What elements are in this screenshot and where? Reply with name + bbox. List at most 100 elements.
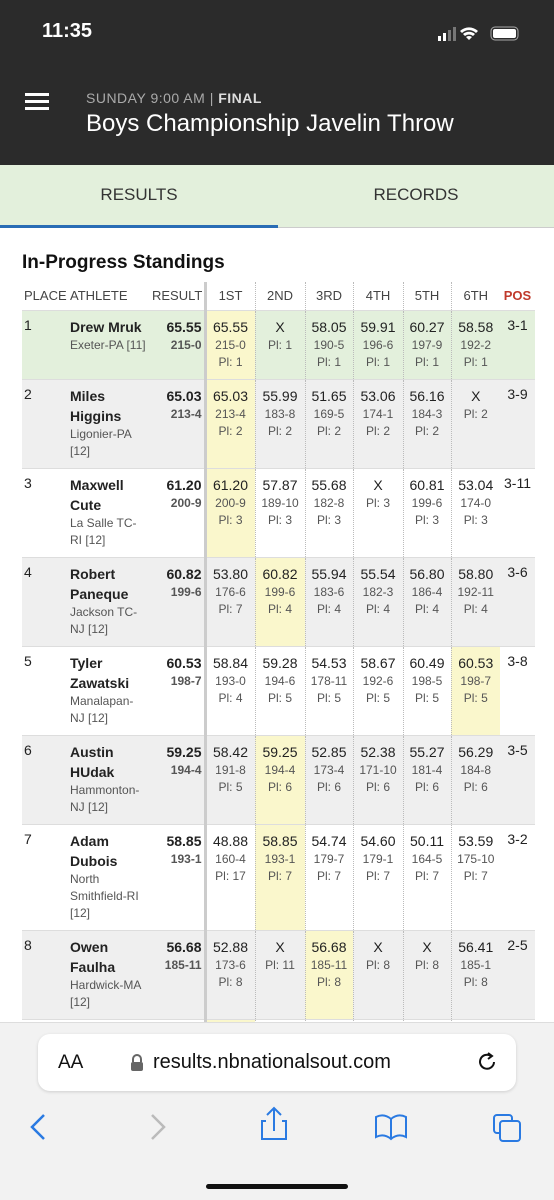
menu-icon[interactable] — [25, 92, 51, 112]
attempt-place: Pl: 3 — [414, 512, 439, 527]
attempt-place: Pl: 3 — [267, 512, 292, 527]
result-mark: 59.25 — [166, 743, 202, 760]
attempt-imperial: 200-9 — [215, 495, 246, 510]
status-icons — [438, 26, 519, 41]
result-imperial: 185-11 — [164, 957, 202, 972]
position: 3-1 — [500, 309, 535, 379]
attempt-place: Pl: 8 — [463, 974, 488, 989]
header-row: PLACE ATHLETE RESULT 1ST 2ND 3RD 4TH 5TH 6TH POS — [22, 282, 535, 310]
athlete-team: North Smithfield-RI [12] — [70, 871, 139, 920]
result-mark: 65.55 — [166, 318, 202, 335]
attempt-imperial: 192-6 — [362, 673, 394, 688]
attempt-imperial: 173-4 — [313, 762, 345, 777]
attempt: 55.27 181-4 Pl: 6 — [402, 734, 451, 824]
athlete-team: Hardwick-MA [12] — [70, 977, 141, 1009]
column-header: 1ST — [203, 282, 255, 310]
result-imperial: 193-1 — [170, 851, 202, 866]
place: 2 — [22, 378, 68, 468]
position: 3-8 — [500, 645, 535, 735]
attempt-mark: 60.81 — [409, 476, 445, 493]
attempt-imperial: 184-3 — [411, 406, 443, 421]
attempt-imperial: 169-5 — [313, 406, 345, 421]
attempt-place: Pl: 1 — [218, 354, 243, 369]
result-imperial: 194-4 — [170, 762, 202, 777]
place: 8 — [22, 929, 68, 1019]
attempt-mark: 51.65 — [311, 387, 347, 404]
attempt-mark: 52.85 — [311, 743, 347, 760]
attempt-mark: 59.28 — [262, 654, 298, 671]
app-header: 11:35 SUNDAY 9:00 AM | FINAL Boys Champi… — [0, 0, 554, 165]
tab[interactable]: RECORDS — [373, 185, 459, 204]
attempt-mark: X — [275, 938, 285, 955]
attempt-place: Pl: 1 — [365, 354, 390, 369]
attempt: 53.80 176-6 Pl: 7 — [203, 556, 255, 646]
athlete-name: Maxwell Cute — [70, 476, 124, 513]
attempt-mark: 48.88 — [212, 832, 249, 849]
attempt-place: Pl: 2 — [414, 423, 439, 438]
attempt-imperial: 192-11 — [457, 584, 494, 599]
athlete-name: Drew Mruk — [70, 318, 142, 335]
attempt-place: Pl: 7 — [414, 868, 439, 883]
attempt-place: Pl: 7 — [463, 868, 488, 883]
section-title: In-Progress Standings — [22, 252, 225, 273]
attempt-place: Pl: 3 — [218, 512, 243, 527]
result: 60.82 199-6 — [150, 556, 205, 646]
attempt: 61.20 200-9 Pl: 3 — [203, 467, 255, 557]
result-mark: 65.03 — [166, 387, 202, 404]
attempt-mark: X — [471, 387, 481, 404]
athlete: Tyler Zawatski Manalapan-NJ [12] — [68, 645, 150, 735]
result: 65.03 213-4 — [150, 378, 205, 468]
reload-icon[interactable] — [476, 1051, 498, 1073]
attempt-mark: 59.25 — [262, 743, 298, 760]
attempt-place: Pl: 2 — [267, 423, 292, 438]
attempt-imperial: 184-8 — [460, 762, 492, 777]
attempt-place: Pl: 7 — [218, 601, 243, 616]
column-header: 2ND — [254, 282, 305, 310]
attempt-place: Pl: 5 — [267, 690, 292, 705]
attempt-mark: 60.27 — [409, 318, 445, 335]
toolbar — [30, 1106, 521, 1142]
result: 59.25 194-4 — [150, 734, 205, 824]
attempt: 58.58 192-2 Pl: 1 — [450, 309, 500, 379]
attempt-mark: 60.53 — [458, 654, 494, 671]
attempt-mark: 56.16 — [409, 387, 445, 404]
athlete: Owen Faulha Hardwick-MA [12] — [68, 929, 150, 1019]
attempt-place: Pl: 1 — [267, 337, 292, 352]
attempt: 54.53 178-11 Pl: 5 — [304, 645, 353, 735]
attempt-imperial: 178-11 — [310, 673, 348, 688]
result-imperial: 198-7 — [170, 673, 202, 688]
attempt-mark: 50.11 — [410, 832, 444, 849]
result-mark: 61.20 — [166, 476, 202, 493]
attempt-place: Pl: 6 — [463, 779, 488, 794]
attempt-mark: 55.27 — [409, 743, 445, 760]
tab[interactable]: RESULTS — [0, 165, 278, 228]
attempt: X Pl: 8 — [402, 929, 451, 1019]
attempt: 65.55 215-0 Pl: 1 — [203, 309, 255, 379]
attempt-mark: 65.55 — [212, 318, 249, 335]
result: 65.55 215-0 — [150, 309, 205, 379]
attempt-imperial: 171-10 — [359, 762, 397, 777]
lock-icon — [131, 1054, 143, 1071]
address-bar[interactable]: AA results.nbnationalsout.com — [38, 1034, 516, 1091]
athlete-team: Hammonton-NJ [12] — [70, 782, 140, 814]
attempt-mark: 53.59 — [458, 832, 494, 849]
attempt-mark: 54.60 — [360, 832, 396, 849]
attempt-mark: 59.91 — [360, 318, 396, 335]
attempt-imperial: 198-5 — [411, 673, 443, 688]
athlete-row: 6 Austin HUdak Hammonton-NJ [12] 59.25 194-4… — [22, 734, 535, 824]
attempt: 58.80 192-11 Pl: 4 — [450, 556, 500, 646]
attempt-place: Pl: 11 — [265, 957, 295, 972]
attempt-place: Pl: 8 — [218, 974, 243, 989]
attempt-imperial: 197-9 — [411, 337, 443, 352]
attempt: 56.68 185-11 Pl: 8 — [304, 929, 353, 1019]
attempt-imperial: 215-0 — [215, 337, 246, 352]
reader-button[interactable]: AA — [58, 1052, 84, 1073]
attempt: 52.88 173-6 Pl: 8 — [203, 929, 255, 1019]
attempt-imperial: 182-3 — [362, 584, 394, 599]
attempt: X Pl: 11 — [254, 929, 305, 1019]
attempt-place: Pl: 1 — [316, 354, 341, 369]
attempt: 52.85 173-4 Pl: 6 — [304, 734, 353, 824]
attempt-place: Pl: 6 — [365, 779, 390, 794]
result-mark: 58.85 — [166, 832, 202, 849]
column-header: RESULT — [152, 288, 203, 304]
